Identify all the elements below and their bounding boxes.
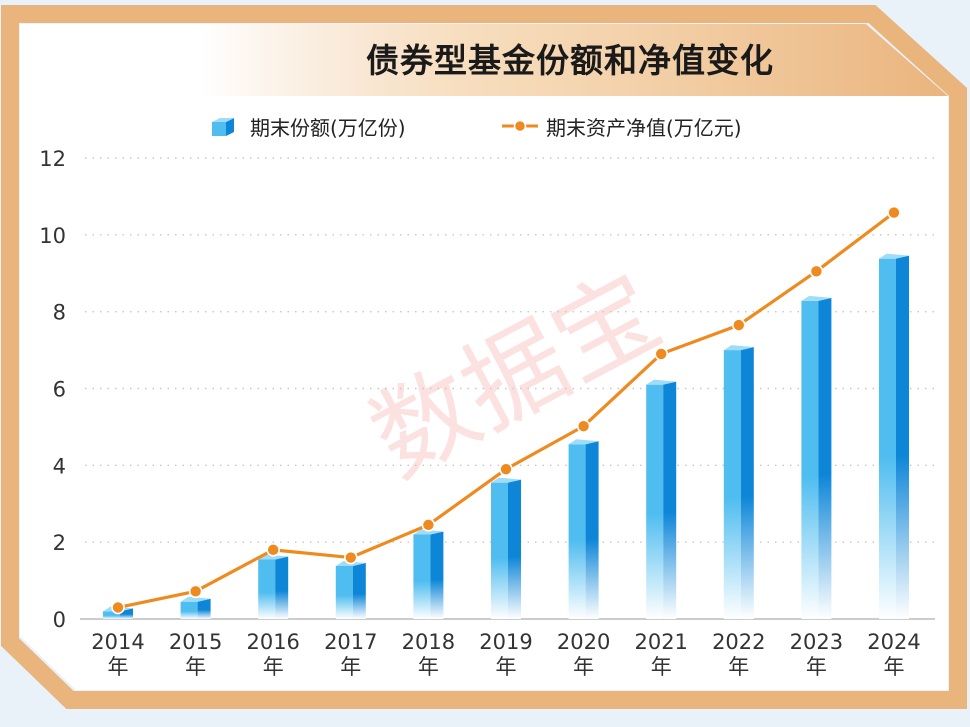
- bar-front: [491, 482, 508, 619]
- line-point: [111, 600, 125, 615]
- x-axis: 2014年2015年2016年2017年2018年2019年2020年2021年…: [91, 630, 920, 679]
- x-tick-label-suffix: 年: [340, 655, 361, 679]
- x-tick-label: 2015: [169, 630, 222, 654]
- line-point: [809, 264, 824, 279]
- x-tick-label-suffix: 年: [418, 655, 439, 679]
- line-point: [731, 318, 746, 332]
- bar-front: [568, 444, 586, 619]
- y-tick-label: 2: [53, 531, 66, 555]
- bar-side: [585, 441, 599, 619]
- bar: [646, 379, 677, 619]
- x-tick-label: 2022: [712, 630, 765, 654]
- bar: [335, 560, 366, 619]
- line-point: [887, 205, 901, 220]
- x-tick-label-suffix: 年: [573, 655, 594, 679]
- x-tick-label: 2018: [402, 630, 455, 654]
- bar-front: [180, 601, 198, 619]
- bar-side: [275, 556, 289, 619]
- bar-series: [103, 253, 909, 619]
- y-tick-label: 8: [53, 301, 66, 325]
- x-tick-label: 2019: [479, 630, 532, 654]
- legend-label-nav: 期末资产净值(万亿元): [546, 115, 742, 140]
- chart-title: 债券型基金份额和净值变化: [366, 41, 774, 80]
- bar: [258, 554, 289, 619]
- x-tick-label-suffix: 年: [806, 655, 827, 679]
- legend-label-shares: 期末份额(万亿份): [250, 115, 406, 140]
- x-tick-label: 2023: [790, 630, 843, 654]
- legend-item-nav: 期末资产净值(万亿元): [500, 112, 742, 140]
- bar-side: [197, 598, 211, 619]
- bar: [180, 596, 211, 619]
- bar-top: [568, 439, 599, 445]
- bar: [723, 345, 754, 619]
- bar-front: [646, 384, 664, 619]
- bar-top: [723, 345, 754, 351]
- title-band: [200, 24, 948, 96]
- y-tick-label: 12: [39, 147, 66, 171]
- y-tick-label: 0: [53, 608, 66, 632]
- bar-top: [801, 295, 832, 301]
- bar-front: [723, 350, 741, 619]
- bar: [801, 295, 832, 619]
- y-tick-label: 6: [53, 378, 66, 402]
- bar-front: [103, 611, 120, 619]
- bar: [413, 529, 444, 619]
- bar: [568, 439, 599, 619]
- legend-bar-swatch-icon: [212, 118, 234, 136]
- x-tick-label-suffix: 年: [728, 655, 749, 679]
- bar-side: [818, 297, 832, 619]
- x-tick-label-suffix: 年: [108, 655, 129, 679]
- x-tick-label-suffix: 年: [185, 655, 206, 679]
- y-tick-label: 10: [39, 224, 66, 248]
- line-point: [576, 419, 591, 433]
- bar-side: [508, 479, 521, 619]
- bar: [879, 253, 909, 619]
- line-point: [654, 347, 669, 361]
- line-point: [343, 550, 358, 565]
- bar-front: [879, 258, 896, 619]
- bar-front: [413, 534, 431, 619]
- y-tick-label: 4: [53, 454, 66, 478]
- x-tick-label: 2020: [557, 630, 610, 654]
- x-tick-label: 2016: [246, 630, 299, 654]
- inner-panel: [20, 24, 948, 690]
- bar-top: [491, 477, 521, 483]
- bar-side: [352, 562, 366, 619]
- x-tick-label: 2014: [91, 630, 144, 654]
- x-tick-label: 2021: [634, 630, 687, 654]
- line-point: [188, 584, 203, 599]
- bar-top: [258, 554, 289, 560]
- bar: [491, 477, 521, 619]
- x-tick-label: 2024: [867, 630, 920, 654]
- line-point: [499, 462, 513, 476]
- legend-item-shares: 期末份额(万亿份): [212, 112, 406, 140]
- bar-side: [896, 255, 909, 619]
- bar-front: [335, 565, 353, 619]
- x-tick-label-suffix: 年: [263, 655, 284, 679]
- x-tick-label-suffix: 年: [651, 655, 672, 679]
- bar-top: [180, 596, 211, 602]
- y-axis: 0 2 4 6 8 10 12: [39, 147, 935, 632]
- line-point: [266, 543, 281, 557]
- bar-side: [740, 347, 754, 619]
- line-series: [111, 205, 901, 615]
- legend-line-swatch-icon: [502, 119, 538, 133]
- x-tick-label-suffix: 年: [496, 655, 517, 679]
- bar-front: [801, 300, 819, 619]
- bar-front: [258, 559, 276, 619]
- x-tick-label: 2017: [324, 630, 377, 654]
- bar-side: [430, 531, 444, 619]
- line-point: [421, 518, 436, 532]
- x-tick-label-suffix: 年: [884, 655, 905, 679]
- bar-side: [663, 381, 677, 619]
- bar-top: [646, 379, 677, 385]
- bar-top: [413, 529, 444, 535]
- bar-top: [879, 253, 909, 259]
- frame-border: [0, 5, 967, 709]
